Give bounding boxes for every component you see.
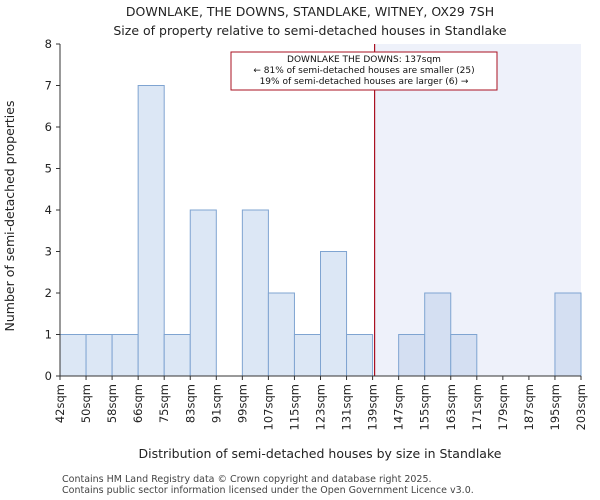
y-tick-label-0: 0 [45,369,52,383]
bar-75sqm [163,334,191,377]
x-axis-label: Distribution of semi-detached houses by … [139,446,502,461]
y-tick-label-6: 6 [45,120,52,134]
x-ticks: 42sqm 50sqm 58sqm 66sqm 75sqm 83sqm 91sqm 99sqm… [53,376,588,430]
annotation-line-1: DOWNLAKE THE DOWNS: 137sqm [287,55,441,65]
x-tick-label-42sqm: 42sqm [53,384,67,423]
bar-147sqm [398,334,426,377]
x-tick-label-187sqm: 187sqm [522,384,536,430]
y-tick-label-7: 7 [45,79,52,93]
x-tick-label-195sqm: 195sqm [548,384,562,430]
bar-99sqm [241,209,269,377]
x-tick-label-107sqm: 107sqm [261,384,275,430]
bar-163sqm [450,334,478,377]
bar-58sqm [111,334,139,377]
x-tick-label-50sqm: 50sqm [79,384,93,423]
bars-group [59,85,582,377]
bar-107sqm [267,292,295,377]
annotation-line-2: ← 81% of semi-detached houses are smalle… [253,66,474,76]
x-tick-label-147sqm: 147sqm [392,384,406,430]
y-tick-label-8: 8 [45,37,52,51]
highlight-region [374,44,581,376]
annotation-line-3: 19% of semi-detached houses are larger (… [260,77,469,87]
annotation-frame [230,51,498,91]
x-tick-label-75sqm: 75sqm [157,384,171,423]
x-tick-label-163sqm: 163sqm [444,384,458,430]
y-tick-label-4: 4 [45,203,52,217]
y-ticks: 0 1 2 3 4 5 6 7 8 [45,37,60,383]
x-tick-label-203sqm: 203sqm [574,384,588,430]
y-axis-label: Number of semi-detached properties [2,101,17,332]
bar-42sqm [59,334,87,377]
y-tick-label-5: 5 [45,162,52,176]
x-tick-label-171sqm: 171sqm [470,384,484,430]
chart-subtitle: Size of property relative to semi-detach… [113,23,507,38]
x-tick-label-179sqm: 179sqm [496,384,510,430]
footer-line-2: Contains public sector information licen… [62,485,474,496]
x-tick-label-58sqm: 58sqm [105,384,119,423]
annotation-box: DOWNLAKE THE DOWNS: 137sqm ← 81% of semi… [230,51,498,91]
x-tick-label-66sqm: 66sqm [131,384,145,423]
y-tick-label-1: 1 [45,328,52,342]
x-tick-label-83sqm: 83sqm [183,384,197,423]
y-tick-label-2: 2 [45,286,52,300]
bar-83sqm [189,209,217,377]
bar-123sqm [320,251,348,377]
chart-title: DOWNLAKE, THE DOWNS, STANDLAKE, WITNEY, … [126,4,494,19]
bar-195sqm [554,292,582,377]
x-tick-label-99sqm: 99sqm [235,384,249,423]
y-tick-label-3: 3 [45,245,52,259]
x-tick-label-91sqm: 91sqm [209,384,223,423]
x-tick-label-131sqm: 131sqm [340,384,354,430]
bar-115sqm [293,334,322,377]
x-tick-label-123sqm: 123sqm [314,384,328,430]
x-tick-label-155sqm: 155sqm [418,384,432,430]
bar-50sqm [85,334,113,377]
footer-line-1: Contains HM Land Registry data © Crown c… [62,474,432,485]
x-tick-label-115sqm: 115sqm [287,384,301,430]
bar-131sqm [346,334,374,377]
x-tick-label-139sqm: 139sqm [366,384,380,430]
bar-66sqm [137,85,165,377]
bar-155sqm [424,292,452,377]
